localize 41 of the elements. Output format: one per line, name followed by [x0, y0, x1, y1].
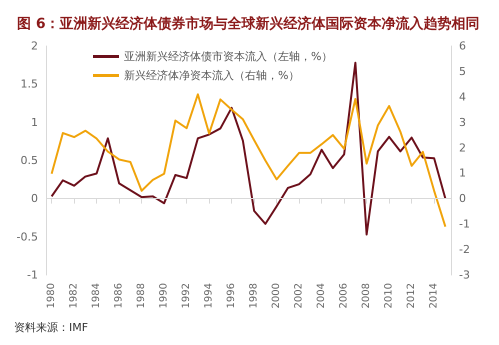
- y2-tick-label: -2: [459, 243, 470, 256]
- x-tick-label: 1990: [158, 283, 170, 308]
- y2-tick-label: 5: [459, 64, 466, 78]
- x-tick-label: 1982: [68, 283, 80, 308]
- x-tick-label: 1998: [248, 283, 260, 308]
- x-tick-label: 2004: [316, 283, 328, 308]
- line-series: [50, 62, 446, 236]
- x-tick-label: 2008: [361, 283, 372, 308]
- x-tick-label: 2010: [384, 283, 395, 308]
- y2-tick-label: -1: [459, 218, 470, 231]
- y2-tick-label: 0: [459, 192, 466, 206]
- y2-tick-label: 1: [459, 166, 466, 180]
- text: 资料来源：IMF: [14, 321, 88, 334]
- x-tick-label: 2006: [338, 283, 350, 308]
- chart-title: 图 6：亚洲新兴经济体债券市场与全球新兴经济体国际资本净流入趋势相同: [17, 15, 480, 32]
- x-tick-label: 2000: [271, 283, 282, 308]
- y-tick-label: 1.5: [20, 78, 38, 91]
- x-tick-label: 2002: [294, 283, 305, 308]
- x-tick-label: 1980: [46, 283, 58, 308]
- y2-tick-label: 2: [459, 141, 466, 154]
- x-tick-label: 2014: [428, 283, 440, 308]
- y-tick-label: -1: [27, 268, 38, 282]
- y-tick-label: 0.5: [20, 154, 38, 167]
- line-series: [50, 93, 446, 228]
- y2-tick-label: 3: [459, 116, 466, 129]
- y2-tick-label: 4: [459, 90, 466, 104]
- y2-tick-label: -3: [459, 268, 470, 282]
- x-tick-label: 2012: [406, 283, 418, 308]
- x-tick-label: 1996: [226, 283, 238, 308]
- legend-label: 新兴经济体净资本流入（右轴，%）: [124, 69, 300, 82]
- legend-label: 亚洲新兴经济体债市资本流入（左轴，%）: [124, 50, 332, 63]
- y-tick-label: 1: [31, 116, 38, 129]
- y-tick-label: 0: [31, 192, 38, 206]
- y-tick-label: 2: [31, 40, 38, 52]
- x-tick-label: 1994: [204, 283, 215, 308]
- y2-tick-label: 6: [459, 40, 466, 52]
- x-tick-label: 1988: [136, 283, 148, 308]
- x-tick-label: 1992: [181, 283, 192, 308]
- x-tick-label: 1984: [91, 283, 102, 308]
- x-tick-label: 1986: [114, 283, 125, 308]
- y-tick-label: -0.5: [16, 230, 38, 244]
